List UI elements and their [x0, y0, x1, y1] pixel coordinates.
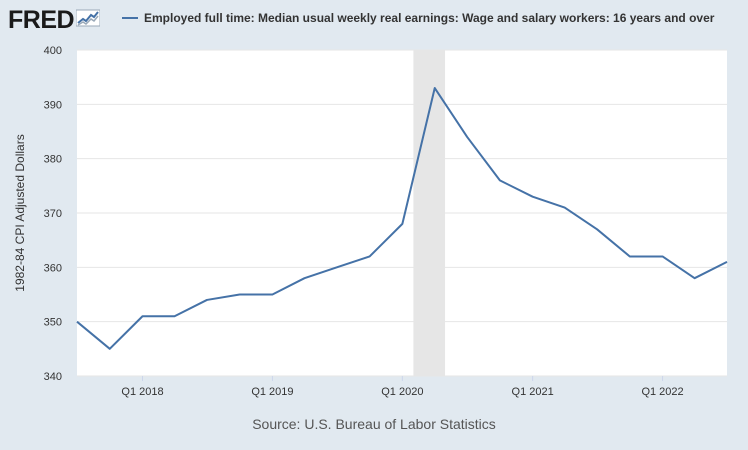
- y-tick-label: 360: [44, 262, 62, 274]
- chart-legend[interactable]: Employed full time: Median usual weekly …: [122, 11, 714, 25]
- data-point[interactable]: [204, 297, 210, 303]
- data-point[interactable]: [301, 275, 307, 281]
- data-point[interactable]: [74, 319, 80, 325]
- y-tick-label: 350: [44, 317, 62, 329]
- y-tick-label: 400: [44, 45, 62, 57]
- data-point[interactable]: [107, 346, 113, 352]
- x-tick-label: Q1 2022: [641, 386, 683, 398]
- x-tick-label: Q1 2019: [251, 386, 293, 398]
- y-tick-label: 340: [44, 371, 62, 383]
- x-axis: Q1 2018 Q1 2019 Q1 2020 Q1 2021 Q1 2022: [121, 376, 684, 398]
- data-point[interactable]: [334, 264, 340, 270]
- series-layer: [74, 85, 730, 352]
- x-tick-label: Q1 2020: [381, 386, 423, 398]
- x-tick-label: Q1 2018: [121, 386, 163, 398]
- source-note: Source: U.S. Bureau of Labor Statistics: [252, 416, 496, 432]
- logo-text: FRED: [8, 6, 75, 34]
- data-point[interactable]: [139, 313, 145, 319]
- data-point[interactable]: [237, 292, 243, 298]
- data-point[interactable]: [627, 253, 633, 259]
- data-point[interactable]: [530, 194, 536, 200]
- legend-swatch: [122, 17, 138, 19]
- data-point[interactable]: [692, 275, 698, 281]
- y-axis-label: 1982-84 CPI Adjusted Dollars: [13, 134, 27, 291]
- data-point[interactable]: [562, 205, 568, 211]
- y-tick-label: 380: [44, 154, 62, 166]
- data-point[interactable]: [172, 313, 178, 319]
- data-point[interactable]: [269, 292, 275, 298]
- x-tick-label: Q1 2021: [512, 386, 554, 398]
- y-tick-label: 390: [44, 99, 62, 111]
- data-point[interactable]: [464, 134, 470, 140]
- legend-label: Employed full time: Median usual weekly …: [144, 11, 715, 25]
- data-point[interactable]: [399, 221, 405, 227]
- data-point[interactable]: [660, 253, 666, 259]
- data-point[interactable]: [594, 226, 600, 232]
- y-tick-label: 370: [44, 208, 62, 220]
- data-point[interactable]: [432, 85, 438, 91]
- chart-header: FRED Employed full time: Median usual we…: [0, 0, 748, 40]
- data-point[interactable]: [724, 259, 730, 265]
- data-point[interactable]: [497, 177, 503, 183]
- series-line-0[interactable]: [76, 87, 728, 350]
- y-axis: 340 350 360 370 380 390 400: [44, 45, 62, 383]
- data-point[interactable]: [367, 253, 373, 259]
